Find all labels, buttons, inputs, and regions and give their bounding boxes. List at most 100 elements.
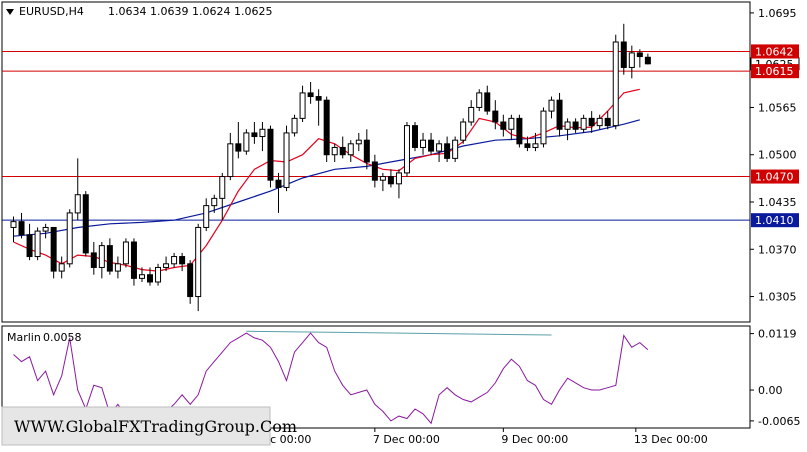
menu-triangle-icon[interactable] [6,9,14,15]
candle-body [387,176,394,185]
candle-body [42,226,49,232]
support-level-label: 1.0410 [755,214,794,227]
price-level-labels: 1.06421.06151.04701.04101.06251.06421.06… [750,44,800,228]
price-tick-label: 1.0695 [758,7,797,20]
resistance-level-tag [751,64,799,79]
time-tick-label: 9 Dec 00:00 [501,433,568,446]
candle-body [516,117,523,145]
candle-body [460,121,467,141]
candle-body [363,139,370,163]
candle-body [34,230,41,258]
candle-body [114,263,121,272]
candle-body [235,143,242,152]
candles [10,23,651,312]
time-tick-label: 13 Dec 00:00 [634,433,708,446]
marlin-indicator [13,330,649,425]
candle-body [10,221,17,228]
candle-body [66,212,73,265]
candle-body [106,245,113,272]
candle-body [476,92,483,108]
ohlc-header: 1.0634 1.0639 1.0624 1.0625 [108,5,272,18]
candle-body [452,139,459,159]
watermark-text: WWW.GlobalFXTradingGroup.Com [14,417,297,436]
price-tick-label: 1.0370 [758,243,797,256]
candle-body [347,143,354,156]
candle-body [187,263,194,298]
candle-body [620,41,627,68]
candle-body [155,266,162,283]
marlin-line [13,332,649,425]
symbol-label: EURUSD,H4 [19,5,84,18]
candle-body [492,110,499,123]
candle-body [283,132,290,188]
price-tick-label: 1.0305 [758,291,797,304]
candle-body [596,117,603,127]
candle-body [50,226,57,272]
marlin-tick-label: -0.0065 [758,415,800,428]
resistance-level-tag [751,44,799,59]
marlin-axis: 0.0119 0.00 -0.0065 [750,328,800,428]
candle-body [299,92,306,119]
candle-body [436,143,443,152]
candle-body [211,197,218,207]
candle-body [612,41,619,127]
candle-body [564,121,571,130]
candle-body [203,205,210,228]
candle-body [339,146,346,156]
candle-body [251,132,258,138]
candle-body [403,125,410,174]
candle-body [171,256,178,265]
candle-body [524,143,531,148]
candle-body [98,245,105,268]
resistance-level-label: 1.0470 [755,171,794,184]
marlin-trendline [246,330,552,336]
candle-body [355,139,362,145]
candle-body [379,176,386,181]
candle-body [130,241,137,279]
candle-body [275,179,282,188]
candle-body [548,99,555,112]
candle-body [500,121,507,130]
candle-body [315,96,322,101]
candle-body [227,143,234,178]
candle-body [428,139,435,152]
candle-body [147,274,154,283]
resistance-level-label: 1.0642 [755,45,794,58]
candle-body [484,92,491,112]
resistance-level-tag [751,169,799,184]
candle-body [90,252,97,268]
candle-body [395,172,402,185]
price-tick-label: 1.0565 [758,101,797,114]
candle-body [243,132,250,152]
candle-body [371,161,378,181]
candle-body [532,143,539,148]
candle-body [307,92,314,98]
time-tick-label: 7 Dec 00:00 [373,433,440,446]
candle-body [259,128,266,138]
candle-body [267,128,274,181]
watermark-box [1,406,271,446]
resistance-level-label: 1.0615 [755,65,794,78]
candle-body [291,117,298,134]
slow-ma-line [13,119,640,237]
candle-body [412,125,418,148]
candle-body [18,221,25,236]
marlin-value: 0.0058 [43,331,82,344]
candle-body [323,99,330,156]
candle-body [74,194,81,214]
price-tick-label: 1.0500 [758,149,797,162]
candle-body [331,146,338,156]
price-tick-label: 1.0435 [758,196,797,209]
candle-body [195,226,202,298]
candle-body [138,274,145,279]
candle-body [179,256,186,265]
time-axis: 5 Dec 00:00 7 Dec 00:00 9 Dec 00:00 13 Dec … [244,428,708,446]
candle-body [572,121,579,130]
candle-body [636,52,643,58]
candle-body [628,52,635,68]
price-axis: 1.0695 1.0565 1.0500 1.0435 1.0370 1.0305 [750,7,797,304]
candle-body [540,110,547,145]
candle-body [556,99,563,130]
candle-body [444,143,451,159]
